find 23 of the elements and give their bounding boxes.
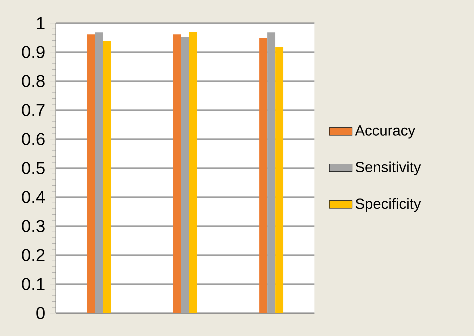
y-tick-label: 0.4: [22, 191, 46, 204]
legend-label: Specificity: [356, 198, 422, 212]
y-tick-label: 1: [37, 17, 45, 30]
y-tick-label: 0.2: [22, 249, 45, 262]
bar: [181, 36, 190, 314]
y-tick-label: 0.8: [22, 75, 45, 88]
y-tick-label: 0.3: [22, 220, 45, 232]
bar: [87, 34, 96, 314]
bar: [268, 32, 276, 314]
y-tick-label: 0.7: [22, 104, 45, 116]
y-tick-label: 0.6: [22, 133, 45, 146]
bar: [173, 34, 182, 314]
bar: [95, 32, 104, 314]
bar: [260, 38, 268, 314]
bar: [103, 41, 112, 314]
y-tick-label: 0.5: [22, 162, 45, 174]
bar: [276, 47, 284, 314]
y-tick-label: 0.9: [22, 46, 45, 58]
legend-label: Accuracy: [355, 126, 416, 139]
bar: [189, 32, 198, 314]
y-tick-label: 0.1: [22, 278, 45, 290]
legend-label: Sensitivity: [356, 162, 422, 176]
y-tick-label: 0: [36, 307, 45, 320]
